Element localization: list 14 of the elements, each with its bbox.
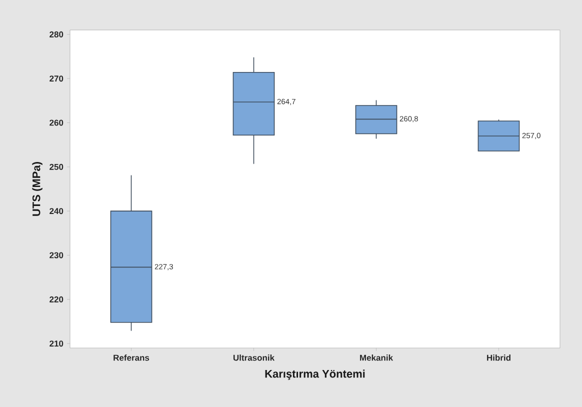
y-axis-title: UTS (MPa) xyxy=(32,162,42,216)
y-tick-label: 250 xyxy=(50,164,64,170)
x-tick-label: Hibrid xyxy=(487,354,510,361)
x-tick-label: Referans xyxy=(114,354,150,361)
y-tick-label: 240 xyxy=(50,208,64,214)
y-tick-label: 260 xyxy=(50,120,64,126)
y-tick-label: 280 xyxy=(50,31,64,38)
x-tick-label: Ultrasonik xyxy=(233,354,275,361)
y-tick-label: 210 xyxy=(50,340,64,347)
x-tick-label: Mekanik xyxy=(360,354,394,361)
y-tick-label: 220 xyxy=(50,296,64,302)
y-tick-label: 230 xyxy=(50,252,64,258)
x-axis-title: Karıştırma Yöntemi xyxy=(265,370,365,380)
y-tick-label: 270 xyxy=(50,76,64,82)
